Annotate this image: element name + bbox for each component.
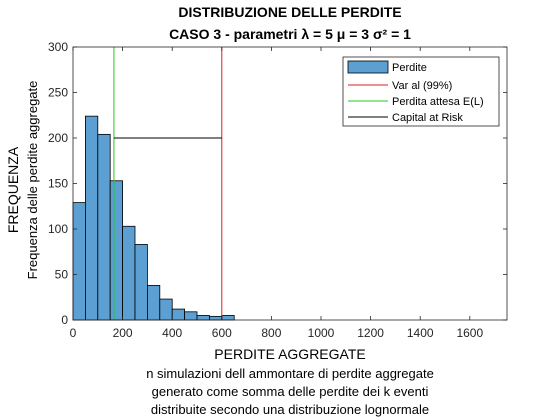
plot-frame (72, 46, 508, 321)
legend-label-perdita-attesa: Perdita attesa E(L) (392, 96, 484, 108)
legend-label-var: Var al (99%) (392, 80, 452, 92)
histogram-bar (171, 308, 185, 321)
histogram-bar (72, 202, 86, 321)
histogram-bar (146, 285, 161, 321)
x-axis-sublabel-3: distribuite secondo una distribuzione lo… (151, 402, 429, 417)
x-tick-label: 400 (162, 326, 182, 340)
y-axis-label: FREQUENZA (5, 146, 21, 233)
y-tick-label: 300 (48, 40, 68, 54)
histogram-bar (97, 133, 111, 321)
histogram-bar (159, 298, 173, 321)
histogram-bar (184, 311, 198, 321)
x-tick-label: 200 (113, 326, 133, 340)
y-tick-label: 250 (48, 86, 68, 100)
y-tick-label: 100 (48, 222, 68, 236)
chart-title: DISTRIBUZIONE DELLE PERDITE (178, 4, 401, 20)
histogram-bar (134, 244, 148, 321)
histogram-bar (196, 315, 210, 321)
y-tick-label: 0 (61, 313, 68, 327)
x-tick-label: 1600 (456, 326, 483, 340)
x-tick-label: 600 (212, 326, 232, 340)
x-axis-label: PERDITE AGGREGATE (214, 346, 365, 362)
x-axis-sublabel-2: generato come somma delle perdite dei k … (152, 384, 429, 399)
x-tick-label: 800 (261, 326, 281, 340)
x-tick-label: 0 (70, 326, 77, 340)
histogram-bar (208, 315, 223, 321)
x-tick-label: 1200 (357, 326, 384, 340)
legend-label-capital-at-risk: Capital at Risk (392, 112, 463, 124)
x-axis-sublabel-1: n simulazioni dell ammontare di perdite … (146, 366, 434, 381)
x-tick-label: 1000 (308, 326, 335, 340)
histogram-bar (122, 225, 136, 321)
histogram-bar (85, 115, 99, 321)
histogram-bar (221, 315, 235, 321)
legend-label-perdite: Perdite (392, 62, 427, 74)
y-tick-label: 150 (48, 177, 68, 191)
histogram-bar (109, 180, 123, 321)
y-axis-sublabel: Frequenza delle perdite aggregate (25, 81, 40, 280)
x-tick-label: 1400 (407, 326, 434, 340)
y-tick-label: 200 (48, 131, 68, 145)
chart-subtitle: CASO 3 - parametri λ = 5 μ = 3 σ² = 1 (169, 26, 411, 42)
legend-swatch-perdite (347, 60, 389, 74)
y-tick-label: 50 (55, 268, 69, 282)
legend: Perdite Var al (99%) Perdita attesa E(L)… (342, 56, 500, 127)
